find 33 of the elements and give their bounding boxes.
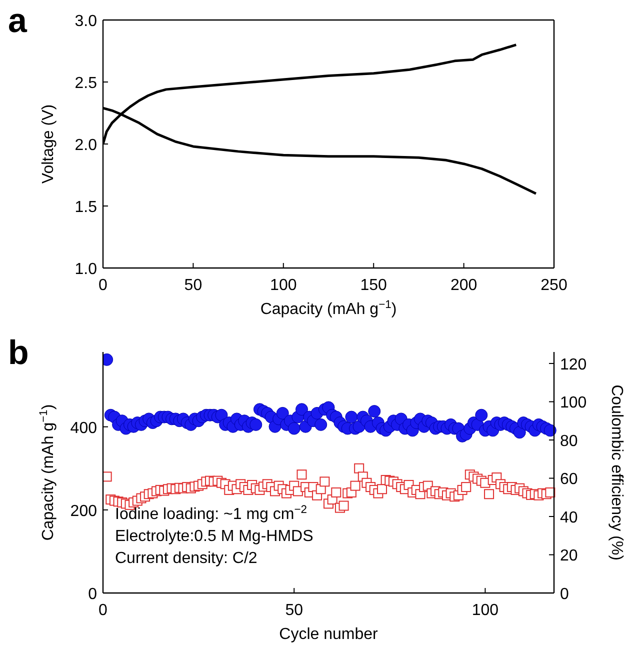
y-tick-label: 3.0	[74, 13, 98, 30]
x-tick-label: 250	[540, 277, 568, 294]
y-tick-label: 0	[88, 586, 98, 603]
annotation: Current density: C/2	[115, 550, 258, 567]
x-tick-label: 0	[98, 602, 108, 619]
x-tick-label: 100	[472, 602, 499, 619]
y-axis-title: Voltage (V)	[40, 104, 57, 184]
chart-title: a	[8, 2, 28, 40]
y-tick-label: 1.5	[74, 199, 98, 216]
x-tick-label: 0	[98, 277, 108, 294]
y-tick-label: 2.0	[74, 137, 98, 154]
y-tick-label: 200	[70, 502, 98, 520]
y-tick-label: 2.5	[74, 75, 98, 92]
x-tick-label: 50	[285, 602, 304, 619]
annotation: Electrolyte:0.5 M Mg-HMDS	[115, 528, 314, 545]
x-tick-label: 50	[184, 277, 202, 294]
x-axis-title: Cycle number	[279, 626, 379, 643]
x-tick-label: 100	[270, 277, 297, 294]
x-axis-title: Capacity (mAh g$^{−1}$)	[260, 299, 397, 318]
y2-tick-label: 40	[560, 509, 578, 526]
y2-tick-label: 20	[560, 548, 578, 565]
y2-tick-label: 0	[560, 586, 569, 603]
y2-axis-title: Coulombic efficiency (%)	[608, 384, 625, 560]
annotation: Iodine loading: ~1 mg cm$^{−2}$	[115, 504, 307, 523]
y2-tick-label: 120	[560, 356, 587, 374]
y2-tick-label: 60	[560, 471, 578, 488]
x-tick-label: 200	[450, 277, 478, 294]
chart-title: b	[8, 334, 29, 372]
x-tick-label: 150	[360, 277, 388, 294]
y-tick-label: 1.0	[74, 261, 98, 278]
y2-tick-label: 100	[560, 394, 587, 412]
y2-tick-label: 80	[560, 432, 578, 450]
y-tick-label: 400	[70, 420, 98, 437]
